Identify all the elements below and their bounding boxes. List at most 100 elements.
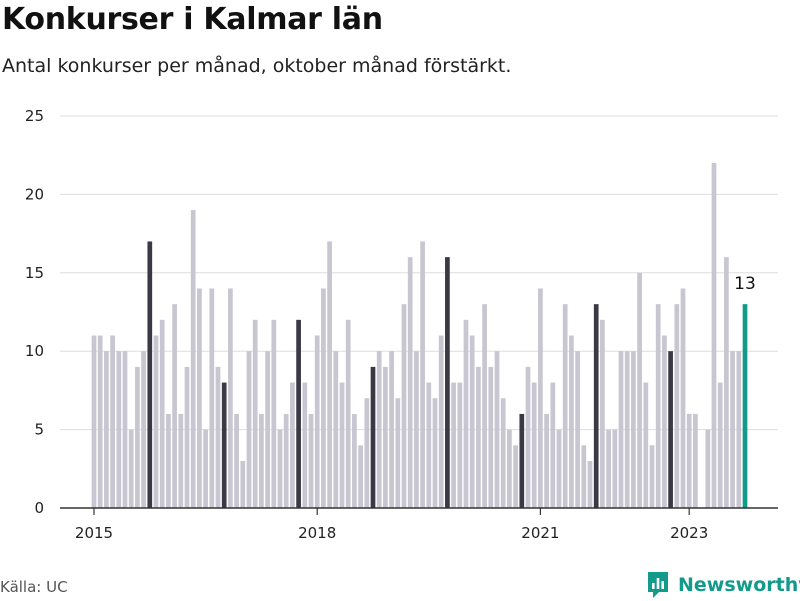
bar (128, 429, 134, 508)
x-axis-ticks: 2015 2018 2021 2023 (75, 508, 708, 542)
bar-october (445, 257, 450, 508)
bar (110, 335, 115, 508)
bar (550, 382, 556, 508)
bar (153, 335, 159, 508)
bar (345, 319, 351, 508)
bar-october (147, 241, 153, 508)
bar (166, 413, 171, 508)
bar (197, 288, 202, 508)
y-tick-label: 25 (25, 107, 44, 125)
x-tick-label: 2023 (670, 524, 708, 542)
x-tick-label: 2015 (75, 524, 113, 542)
bar (469, 335, 475, 508)
bar (717, 382, 723, 508)
chart-title: Konkurser i Kalmar län (2, 2, 383, 37)
chart-subtitle: Antal konkurser per månad, oktober månad… (2, 55, 512, 77)
bar (283, 413, 289, 508)
bar (265, 351, 270, 508)
bar (612, 429, 618, 508)
value-label: 13 (734, 274, 756, 294)
bar (730, 351, 735, 508)
bar (500, 398, 506, 508)
y-tick-label: 0 (34, 499, 44, 517)
bar (476, 366, 481, 508)
bar (215, 366, 221, 508)
bar (680, 288, 686, 508)
bar (649, 445, 655, 508)
bar (178, 413, 184, 508)
bar-october (668, 351, 673, 508)
brand-logo[interactable]: Newsworthy (646, 569, 800, 601)
bar (556, 429, 562, 508)
bar (259, 413, 264, 508)
bar (116, 351, 122, 508)
bar (383, 366, 388, 508)
brand-name: Newsworthy (678, 574, 800, 596)
bar (711, 163, 717, 509)
bar (209, 288, 215, 508)
bar (104, 351, 109, 508)
bar (643, 382, 649, 508)
bars (91, 163, 748, 509)
bar (631, 351, 636, 508)
bar (581, 445, 587, 508)
bar (686, 413, 692, 508)
bar-latest (742, 304, 748, 508)
bar (674, 304, 680, 508)
bar (724, 257, 729, 508)
bar (91, 335, 97, 508)
bar-october (593, 304, 599, 508)
bar (364, 398, 370, 508)
bar (457, 382, 463, 508)
bar (494, 351, 500, 508)
bar (662, 335, 667, 508)
bar (562, 304, 568, 508)
bar (451, 382, 456, 508)
bar (339, 382, 345, 508)
bar (240, 460, 246, 508)
bar (600, 319, 605, 508)
source-note: Källa: UC (0, 578, 68, 596)
bar (587, 460, 593, 508)
bar (172, 304, 177, 508)
bar (395, 398, 401, 508)
bar (637, 272, 642, 508)
bar (246, 351, 252, 508)
bar (655, 304, 661, 508)
bar (482, 304, 487, 508)
bar (420, 241, 425, 508)
bar (389, 351, 394, 508)
bar (190, 210, 196, 508)
bar (606, 429, 611, 508)
bar (271, 319, 277, 508)
y-tick-label: 5 (34, 421, 44, 439)
bar (290, 382, 295, 508)
bar (513, 445, 518, 508)
bar-october (221, 382, 227, 508)
y-tick-label: 10 (25, 342, 44, 360)
bar (234, 413, 239, 508)
bar (97, 335, 103, 508)
bar (624, 351, 630, 508)
bar (426, 382, 432, 508)
bar (407, 257, 413, 508)
bar (135, 366, 140, 508)
bar (705, 429, 711, 508)
bar (618, 351, 624, 508)
bar (122, 351, 128, 508)
bar (141, 351, 146, 508)
bar (333, 351, 339, 508)
bar (488, 366, 494, 508)
bar (184, 366, 190, 508)
bar (414, 351, 419, 508)
bar (376, 351, 382, 508)
y-tick-label: 20 (25, 185, 44, 203)
bar-october (370, 366, 376, 508)
bar (507, 429, 512, 508)
bar (525, 366, 531, 508)
bar (314, 335, 320, 508)
bar (308, 413, 314, 508)
bar (321, 288, 326, 508)
bar (327, 241, 332, 508)
newsworthy-logo-icon (648, 572, 668, 598)
